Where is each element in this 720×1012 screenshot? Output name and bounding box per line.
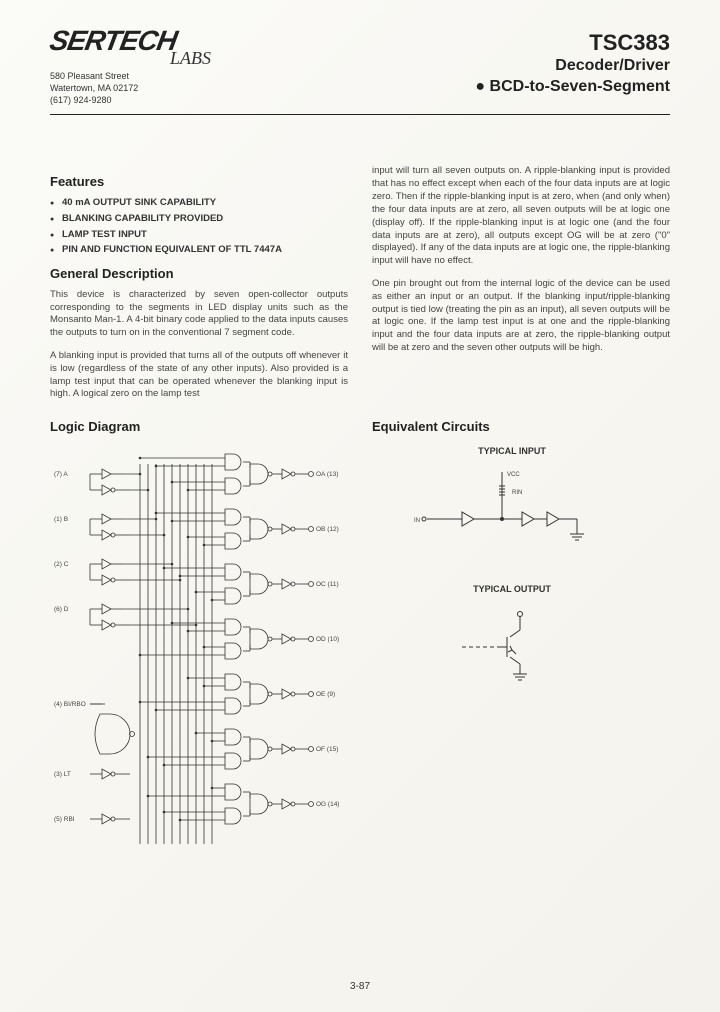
feature-item: PIN AND FUNCTION EQUIVALENT OF TTL 7447A (50, 244, 348, 257)
part-number: TSC383 (475, 30, 670, 56)
address-line: 580 Pleasant Street (50, 71, 211, 83)
diagrams-row: Logic Diagram (7) A (1) B (2) C (6) D (4) BI… (0, 419, 720, 864)
column-left: Features 40 mA OUTPUT SINK CAPABILITY BL… (50, 165, 348, 411)
svg-text:(1) B: (1) B (54, 516, 68, 523)
logic-diagram: (7) A (1) B (2) C (6) D (4) BI/RBO (3) LT (5) … (50, 444, 340, 864)
svg-text:OA (13): OA (13) (316, 471, 338, 478)
equiv-circuits-column: Equivalent Circuits TYPICAL INPUT VCC RI… (372, 419, 670, 864)
body-paragraph: One pin brought out from the internal lo… (372, 278, 670, 355)
logic-diagram-column: Logic Diagram (7) A (1) B (2) C (6) D (4) BI… (50, 419, 348, 864)
svg-text:(6) D: (6) D (54, 606, 69, 613)
svg-text:(3) LT: (3) LT (54, 771, 71, 778)
features-list: 40 mA OUTPUT SINK CAPABILITY BLANKING CA… (50, 197, 348, 257)
header: SERTECH LABS 580 Pleasant Street Waterto… (0, 0, 720, 106)
address-line: Watertown, MA 02172 (50, 83, 211, 95)
company-address: 580 Pleasant Street Watertown, MA 02172 … (50, 71, 211, 106)
content-columns: Features 40 mA OUTPUT SINK CAPABILITY BL… (0, 115, 720, 411)
part-subtitle: ● BCD-to-Seven-Segment (475, 77, 670, 98)
logic-diagram-heading: Logic Diagram (50, 419, 348, 434)
company-logo: SERTECH (48, 30, 213, 52)
svg-text:(2) C: (2) C (54, 561, 69, 568)
gendesc-heading: General Description (50, 265, 348, 283)
equivalent-circuits: TYPICAL INPUT VCC RIN IN (372, 446, 652, 692)
equiv-circuits-heading: Equivalent Circuits (372, 419, 670, 434)
svg-text:OF (15): OF (15) (316, 746, 338, 753)
feature-item: 40 mA OUTPUT SINK CAPABILITY (50, 197, 348, 210)
svg-text:RIN: RIN (512, 490, 522, 496)
column-right: input will turn all seven outputs on. A … (372, 165, 670, 411)
typical-output-svg (412, 602, 612, 692)
svg-text:(5) RBI: (5) RBI (54, 816, 75, 823)
part-subtitle: Decoder/Driver (475, 56, 670, 77)
datasheet-page: SERTECH LABS 580 Pleasant Street Waterto… (0, 0, 720, 1012)
title-block: TSC383 Decoder/Driver ● BCD-to-Seven-Seg… (475, 30, 670, 98)
phone: (617) 924-9280 (50, 95, 211, 107)
features-heading: Features (50, 173, 348, 191)
typical-output-label: TYPICAL OUTPUT (372, 584, 652, 594)
svg-text:OC (11): OC (11) (316, 581, 339, 588)
svg-text:OB (12): OB (12) (316, 526, 339, 533)
logo-block: SERTECH LABS 580 Pleasant Street Waterto… (50, 30, 211, 106)
page-number: 3-87 (350, 981, 370, 992)
typical-input-svg: VCC RIN IN (412, 464, 612, 554)
svg-text:(4) BI/RBO: (4) BI/RBO (54, 701, 86, 708)
svg-text:OD (10): OD (10) (316, 636, 339, 643)
gendesc-paragraph: A blanking input is provided that turns … (50, 350, 348, 401)
svg-text:(7) A: (7) A (54, 471, 68, 478)
body-paragraph: input will turn all seven outputs on. A … (372, 165, 670, 268)
svg-text:OE (9): OE (9) (316, 691, 335, 698)
svg-text:VCC: VCC (507, 472, 520, 478)
svg-text:OG (14): OG (14) (316, 801, 339, 808)
logic-diagram-svg: (7) A (1) B (2) C (6) D (4) BI/RBO (3) LT (5) … (50, 444, 340, 864)
feature-item: BLANKING CAPABILITY PROVIDED (50, 213, 348, 226)
gendesc-paragraph: This device is characterized by seven op… (50, 289, 348, 340)
typical-input-label: TYPICAL INPUT (372, 446, 652, 456)
svg-text:IN: IN (414, 518, 420, 524)
feature-item: LAMP TEST INPUT (50, 229, 348, 242)
